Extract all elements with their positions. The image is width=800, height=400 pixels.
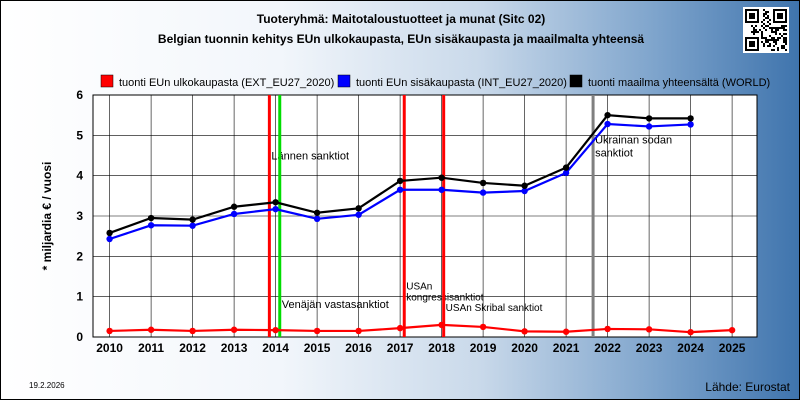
data-point	[189, 327, 196, 335]
y-tick-label: 5	[76, 128, 83, 142]
data-point	[147, 326, 155, 333]
x-tick-label: 2018	[428, 341, 455, 355]
x-tick-label: 2025	[719, 341, 746, 355]
data-point	[106, 229, 113, 237]
data-point	[355, 211, 362, 218]
legend-swatch	[569, 74, 583, 88]
x-tick-label: 2017	[387, 341, 414, 355]
x-tick-label: 2022	[594, 341, 621, 355]
data-point	[189, 222, 196, 229]
data-point	[272, 326, 279, 334]
x-axis: 2010 2011 2012 2013 2014 2015 2016 2017 2018 2019…	[96, 341, 746, 355]
data-point	[521, 182, 528, 189]
data-point	[396, 186, 404, 193]
x-tick-label: 2016	[345, 341, 372, 355]
data-point	[230, 203, 238, 210]
legend: tuonti EUn ulkokaupasta (EXT_EU27_2020) t…	[100, 74, 770, 89]
legend-entry: tuonti EUn sisäkaupasta (INT_EU27_2020)	[356, 77, 567, 89]
event-label: USAn Skribal sanktiot	[446, 303, 543, 314]
x-tick-label: 2020	[511, 341, 538, 355]
y-axis: 0 1 2 3 4 5 6	[76, 88, 83, 344]
x-tick-label: 2012	[179, 341, 206, 355]
y-axis-label: * miljardia € / vuosi	[40, 162, 54, 271]
event-label: Ukrainan sodan	[595, 134, 672, 146]
x-tick-label: 2019	[470, 341, 497, 355]
data-point	[189, 216, 196, 223]
data-point	[562, 169, 570, 177]
data-point	[106, 235, 113, 243]
event-lines: Lännen sanktiot Venäjän vastasanktiot USAn…	[267, 95, 672, 337]
data-point	[396, 177, 404, 185]
y-tick-label: 0	[76, 330, 83, 344]
series-line	[109, 323, 733, 334]
grid	[93, 95, 757, 337]
data-point	[687, 115, 694, 122]
data-point	[438, 321, 445, 329]
y-tick-label: 1	[76, 290, 83, 304]
data-point	[147, 222, 155, 229]
data-point	[645, 123, 653, 130]
source-label: Lähde: Eurostat	[705, 380, 790, 394]
x-tick-label: 2011	[138, 341, 164, 355]
data-point	[438, 174, 445, 181]
data-point	[313, 327, 321, 335]
event-label: sanktiot	[595, 147, 633, 159]
data-point	[479, 179, 487, 187]
data-point	[355, 205, 362, 212]
data-point	[687, 121, 694, 128]
chart-title: Tuoteryhmä: Maitotaloustuotteet ja munat…	[257, 12, 545, 26]
x-tick-label: 2023	[636, 341, 663, 355]
x-tick-label: 2014	[262, 341, 289, 355]
data-point	[272, 199, 279, 206]
x-tick-label: 2015	[304, 341, 331, 355]
data-point	[272, 205, 279, 213]
x-tick-label: 2013	[221, 341, 248, 355]
legend-swatch	[337, 74, 351, 88]
data-point	[479, 189, 487, 196]
y-tick-label: 6	[76, 88, 83, 102]
data-point	[106, 327, 113, 335]
data-point	[645, 115, 653, 122]
data-point	[230, 210, 238, 218]
event-label: Venäjän vastasanktiot	[282, 299, 389, 311]
data-point	[438, 186, 445, 193]
data-point	[313, 209, 321, 216]
data-point	[562, 328, 570, 335]
data-point	[355, 327, 362, 335]
legend-entry: tuonti maailma yhteensältä (WORLD)	[588, 77, 770, 89]
data-point	[645, 326, 653, 333]
data-point	[396, 324, 404, 332]
data-point	[230, 326, 238, 333]
x-tick-label: 2024	[677, 341, 704, 355]
x-tick-label: 2021	[553, 341, 580, 355]
data-point	[479, 323, 487, 331]
data-point	[313, 215, 321, 223]
series-lines	[106, 111, 736, 336]
data-point	[604, 120, 611, 128]
data-point	[521, 328, 528, 335]
data-point	[147, 214, 155, 222]
event-label: USAn	[406, 281, 432, 292]
x-tick-label: 2010	[96, 341, 123, 355]
data-point	[728, 326, 736, 334]
y-tick-label: 2	[76, 249, 83, 263]
event-label: Lännen sanktiot	[271, 151, 349, 163]
data-point	[687, 328, 694, 336]
data-point	[562, 164, 570, 171]
qr-code-icon	[743, 7, 789, 53]
y-tick-label: 3	[76, 209, 83, 223]
data-point	[604, 111, 611, 119]
date-label: 19.2.2026	[29, 381, 65, 390]
legend-entry: tuonti EUn ulkokaupasta (EXT_EU27_2020)	[119, 77, 334, 89]
legend-swatch	[100, 74, 114, 88]
data-point	[604, 325, 611, 333]
y-tick-label: 4	[76, 169, 83, 183]
chart-subtitle: Belgian tuonnin kehitys EUn ulkokaupasta…	[158, 32, 644, 46]
data-point	[521, 187, 528, 195]
